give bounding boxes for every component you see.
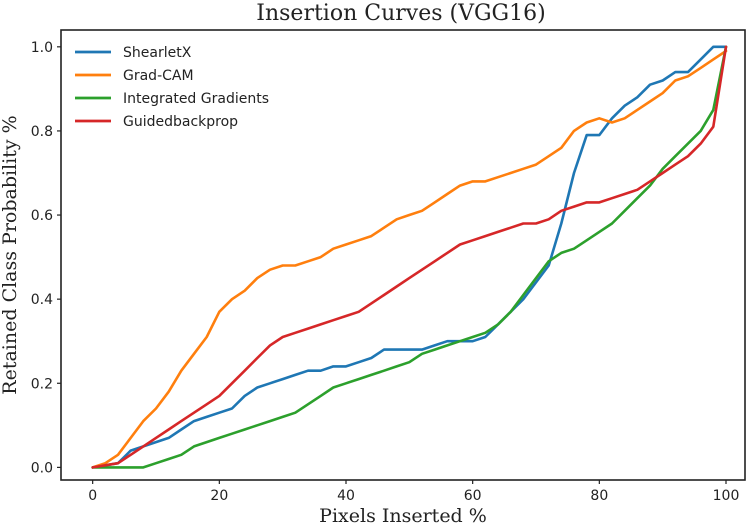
legend-label: Integrated Gradients — [123, 91, 269, 107]
legend-item: ShearletX — [75, 45, 192, 61]
series-line-integrated-gradients — [91, 45, 728, 469]
y-axis-label: Retained Class Probability % — [0, 115, 21, 394]
x-tick-label: 40 — [337, 488, 355, 504]
legend-item: Integrated Gradients — [75, 91, 269, 107]
series-lines — [91, 45, 728, 469]
series-line-shearletx — [91, 45, 728, 469]
y-tick-label: 0.2 — [31, 376, 53, 392]
legend: ShearletX Grad-CAM Integrated Gradients Gui… — [75, 45, 269, 130]
y-tick-label: 0.0 — [31, 460, 53, 476]
legend-label: ShearletX — [123, 45, 192, 61]
series-line-guidedbackprop — [91, 45, 728, 469]
legend-label: Guidedbackprop — [123, 114, 238, 130]
series-line-grad-cam — [91, 49, 728, 469]
x-tick-label: 60 — [464, 488, 482, 504]
x-tick-label: 20 — [210, 488, 228, 504]
plot-frame — [60, 29, 746, 481]
y-tick-label: 0.6 — [31, 208, 53, 224]
y-tick-label: 1.0 — [31, 40, 53, 56]
legend-label: Grad-CAM — [123, 68, 194, 84]
x-tick-label: 80 — [590, 488, 608, 504]
x-tick-label: 0 — [88, 488, 97, 504]
y-tick-label: 0.8 — [31, 124, 53, 140]
axis-ticks: 0 20 40 60 80 100 0.0 0.2 0.4 0.6 0.8 1.0 — [31, 40, 740, 504]
legend-item: Guidedbackprop — [75, 114, 238, 130]
chart-title: Insertion Curves (VGG16) — [256, 1, 545, 26]
legend-item: Grad-CAM — [75, 68, 194, 84]
x-axis-label: Pixels Inserted % — [319, 505, 487, 527]
y-tick-label: 0.4 — [31, 292, 53, 308]
x-tick-label: 100 — [713, 488, 740, 504]
